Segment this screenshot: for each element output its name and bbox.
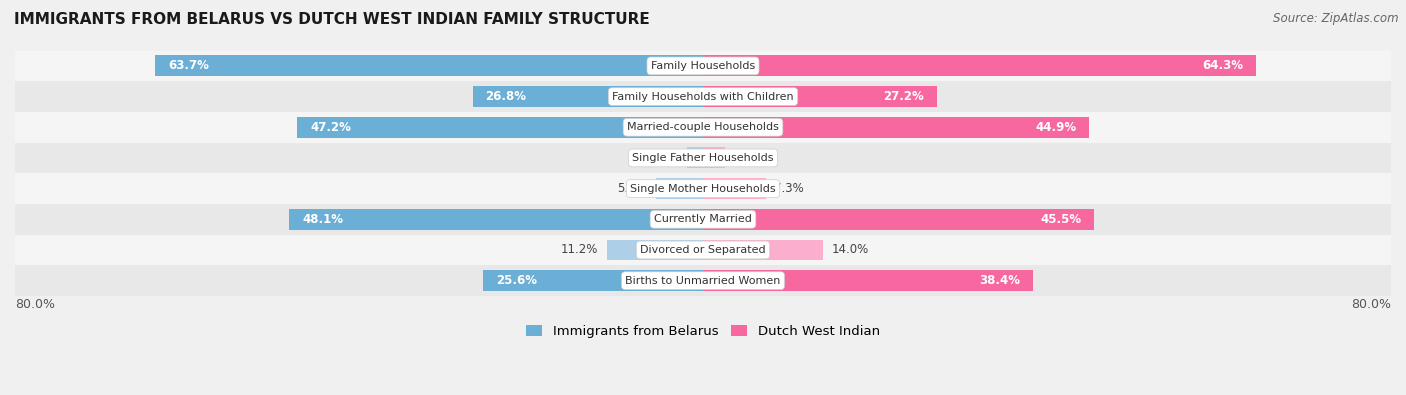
Bar: [703, 239, 824, 260]
Bar: [703, 270, 1033, 291]
Text: 1.9%: 1.9%: [648, 151, 678, 164]
Text: Family Households with Children: Family Households with Children: [612, 92, 794, 102]
Text: 44.9%: 44.9%: [1035, 121, 1076, 134]
Bar: [472, 86, 703, 107]
Bar: [290, 209, 703, 230]
Text: Single Mother Households: Single Mother Households: [630, 184, 776, 194]
Text: 14.0%: 14.0%: [832, 243, 869, 256]
Text: 11.2%: 11.2%: [561, 243, 598, 256]
Text: 26.8%: 26.8%: [485, 90, 526, 103]
Text: 25.6%: 25.6%: [496, 274, 537, 287]
Bar: [482, 270, 703, 291]
Text: 48.1%: 48.1%: [302, 213, 343, 226]
Text: Divorced or Separated: Divorced or Separated: [640, 245, 766, 255]
Text: 80.0%: 80.0%: [1351, 297, 1391, 310]
Text: 2.6%: 2.6%: [734, 151, 763, 164]
Bar: [15, 265, 1391, 296]
Text: Currently Married: Currently Married: [654, 214, 752, 224]
Bar: [15, 235, 1391, 265]
Bar: [686, 147, 703, 168]
Text: Family Households: Family Households: [651, 61, 755, 71]
Text: 45.5%: 45.5%: [1040, 213, 1081, 226]
Bar: [703, 147, 725, 168]
Bar: [703, 117, 1090, 138]
Text: 47.2%: 47.2%: [309, 121, 352, 134]
Text: 7.3%: 7.3%: [775, 182, 804, 195]
Bar: [297, 117, 703, 138]
Bar: [155, 55, 703, 76]
Legend: Immigrants from Belarus, Dutch West Indian: Immigrants from Belarus, Dutch West Indi…: [520, 320, 886, 343]
Text: 38.4%: 38.4%: [980, 274, 1021, 287]
Text: 27.2%: 27.2%: [883, 90, 924, 103]
Text: Married-couple Households: Married-couple Households: [627, 122, 779, 132]
Bar: [606, 239, 703, 260]
Bar: [15, 173, 1391, 204]
Text: Births to Unmarried Women: Births to Unmarried Women: [626, 276, 780, 286]
Text: 64.3%: 64.3%: [1202, 59, 1243, 72]
Text: Source: ZipAtlas.com: Source: ZipAtlas.com: [1274, 12, 1399, 25]
Bar: [15, 204, 1391, 235]
Text: 5.5%: 5.5%: [617, 182, 647, 195]
Text: 63.7%: 63.7%: [169, 59, 209, 72]
Bar: [703, 86, 936, 107]
Text: 80.0%: 80.0%: [15, 297, 55, 310]
Text: IMMIGRANTS FROM BELARUS VS DUTCH WEST INDIAN FAMILY STRUCTURE: IMMIGRANTS FROM BELARUS VS DUTCH WEST IN…: [14, 12, 650, 27]
Bar: [655, 178, 703, 199]
Bar: [15, 51, 1391, 81]
Bar: [15, 143, 1391, 173]
Bar: [703, 55, 1256, 76]
Bar: [15, 112, 1391, 143]
Text: Single Father Households: Single Father Households: [633, 153, 773, 163]
Bar: [703, 178, 766, 199]
Bar: [15, 81, 1391, 112]
Bar: [703, 209, 1094, 230]
